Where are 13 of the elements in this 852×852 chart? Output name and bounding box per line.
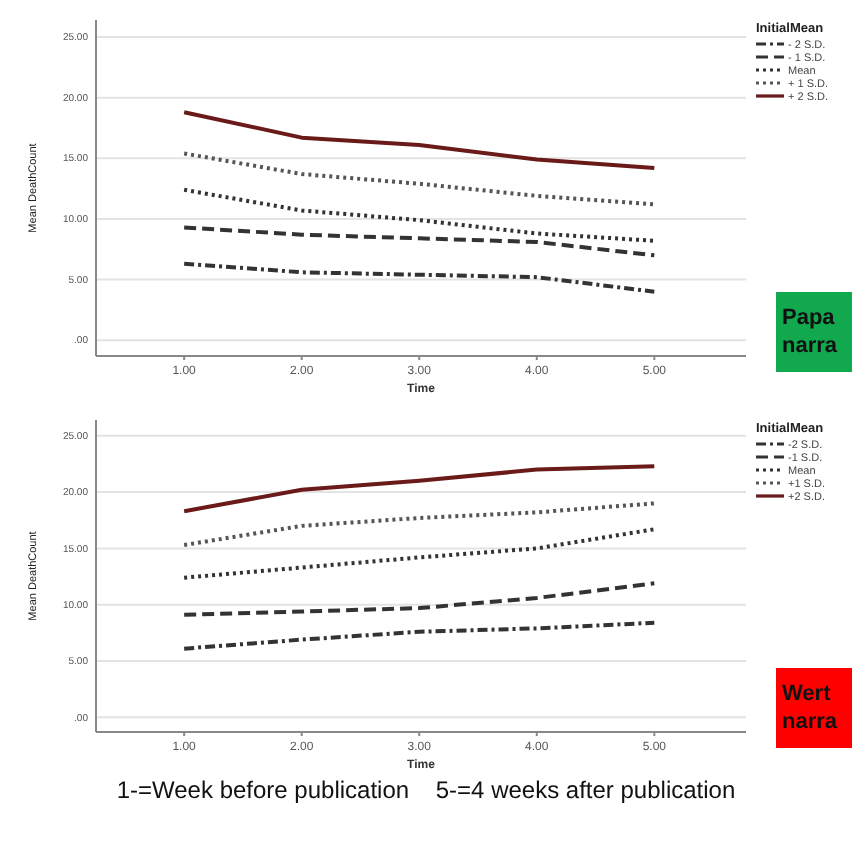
text: Papa narra — [782, 306, 839, 358]
line-series — [182, 187, 657, 243]
line-series — [182, 151, 657, 207]
line-series — [182, 261, 657, 294]
text: 1-=Week before publication 5-=4 weeks after publication — [116, 776, 736, 804]
text: Wert narra — [782, 682, 839, 734]
line-series — [182, 527, 657, 580]
line-series — [182, 464, 657, 514]
line-series — [182, 225, 657, 258]
line-series — [182, 581, 657, 617]
line-series — [182, 110, 657, 170]
line-series — [182, 620, 657, 651]
line-series — [182, 501, 657, 548]
